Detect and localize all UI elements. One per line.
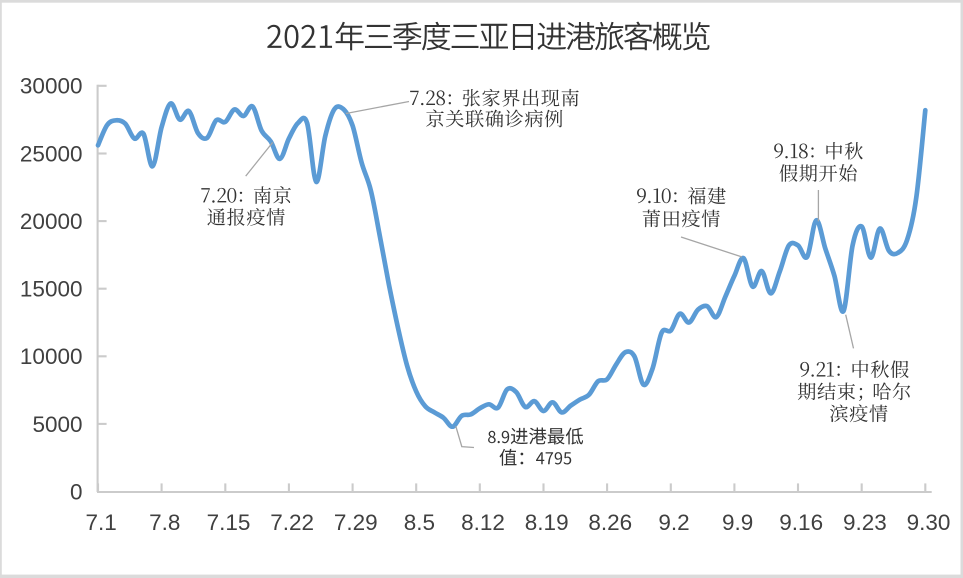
svg-text:9.16: 9.16 bbox=[779, 510, 823, 535]
svg-text:15000: 15000 bbox=[20, 277, 83, 302]
svg-text:8.5: 8.5 bbox=[404, 510, 435, 535]
svg-text:7.22: 7.22 bbox=[270, 510, 314, 535]
svg-text:0: 0 bbox=[70, 479, 83, 504]
svg-text:5000: 5000 bbox=[32, 412, 82, 437]
svg-text:9.30: 9.30 bbox=[907, 510, 951, 535]
svg-text:9.2: 9.2 bbox=[658, 510, 689, 535]
svg-text:7.8: 7.8 bbox=[149, 510, 180, 535]
svg-text:25000: 25000 bbox=[20, 141, 83, 166]
svg-text:10000: 10000 bbox=[20, 344, 83, 369]
svg-text:9.9: 9.9 bbox=[722, 510, 753, 535]
svg-text:7.1: 7.1 bbox=[86, 510, 117, 535]
svg-text:9.23: 9.23 bbox=[843, 510, 887, 535]
svg-text:30000: 30000 bbox=[20, 74, 83, 99]
svg-text:8.19: 8.19 bbox=[525, 510, 569, 535]
svg-text:20000: 20000 bbox=[20, 209, 83, 234]
svg-text:8.26: 8.26 bbox=[588, 510, 632, 535]
svg-text:8.12: 8.12 bbox=[461, 510, 505, 535]
svg-text:7.15: 7.15 bbox=[207, 510, 251, 535]
svg-text:7.29: 7.29 bbox=[334, 510, 378, 535]
